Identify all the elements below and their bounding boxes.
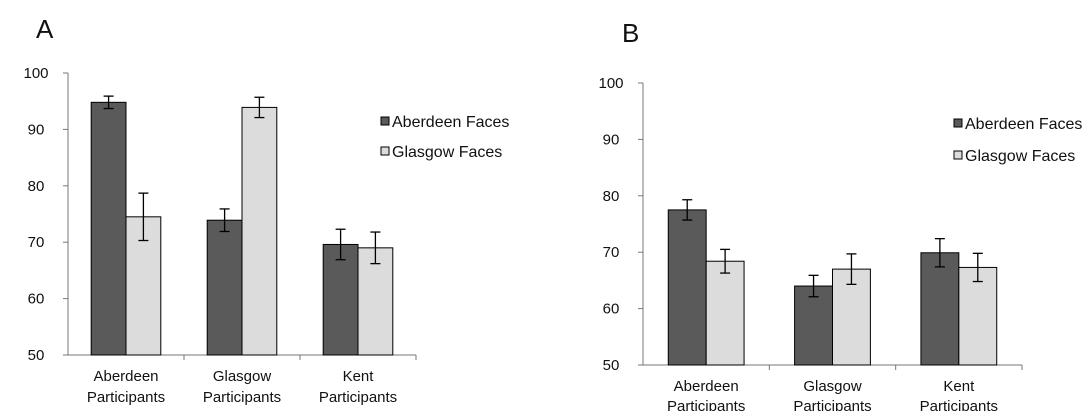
bar — [832, 268, 871, 366]
y-tick-label: 80 — [28, 178, 45, 195]
x-category-label-line: Participants — [920, 398, 998, 411]
bar — [705, 260, 745, 366]
x-category-label-line: Kent — [343, 368, 375, 385]
x-category-label-line: Glasgow — [803, 378, 862, 395]
x-category-label-line: Kent — [943, 378, 975, 395]
x-category-label-line: Aberdeen — [93, 368, 158, 385]
y-tick-label: 100 — [23, 65, 48, 82]
legend-label: Aberdeen Faces — [965, 116, 1082, 133]
legend-swatch — [380, 146, 390, 156]
x-category-label: Glasgow Participants — [793, 378, 871, 411]
legend-swatch — [380, 116, 390, 126]
y-tick-label: 70 — [603, 244, 620, 261]
x-category-label: Aberdeen Participants — [87, 368, 165, 406]
bar — [90, 101, 127, 356]
y-tick-label: 60 — [28, 291, 45, 308]
y-tick-label: 50 — [603, 357, 620, 374]
y-tick-label: 50 — [28, 347, 45, 364]
bar — [920, 252, 960, 366]
panel-label: A — [36, 14, 54, 44]
bar — [322, 243, 359, 356]
x-category-label: Aberdeen Participants — [667, 378, 745, 411]
x-category-label-line: Participants — [319, 389, 397, 406]
bar — [667, 209, 707, 366]
x-category-label: Kent Participants — [920, 378, 998, 411]
legend-label: Glasgow Faces — [965, 148, 1075, 165]
x-category-label: Kent Participants — [319, 368, 397, 406]
x-category-label-line: Participants — [793, 398, 871, 411]
legend-swatch — [953, 118, 963, 128]
x-category-label-line: Participants — [203, 389, 281, 406]
legend-label: Aberdeen Faces — [392, 114, 509, 131]
bar — [357, 247, 394, 356]
y-tick-label: 90 — [603, 131, 620, 148]
y-tick-label: 80 — [603, 188, 620, 205]
x-category-label-line: Participants — [667, 398, 745, 411]
legend-swatch — [953, 150, 963, 160]
x-category-label-line: Participants — [87, 389, 165, 406]
bar — [206, 219, 243, 356]
legend-label: Glasgow Faces — [392, 144, 502, 161]
y-tick-label: 60 — [603, 301, 620, 318]
y-tick-label: 100 — [598, 75, 623, 92]
x-category-label: Glasgow Participants — [203, 368, 281, 406]
y-tick-label: 70 — [28, 234, 45, 251]
x-category-label-line: Aberdeen — [674, 378, 739, 395]
bar — [241, 106, 278, 356]
bar — [794, 285, 833, 366]
panel-label: B — [622, 18, 639, 48]
bar — [958, 266, 998, 366]
y-tick-label: 90 — [28, 121, 45, 138]
x-category-label-line: Glasgow — [213, 368, 272, 385]
